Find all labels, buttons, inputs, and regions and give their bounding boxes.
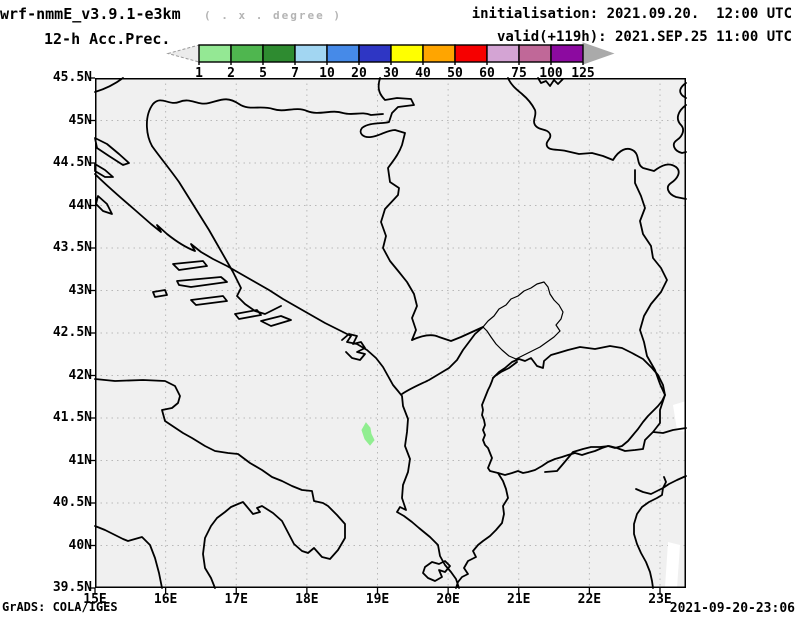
units-note: ( . x . degree ) [204,9,342,22]
precipitation-colorbar: 1 2 5 7 10 20 30 40 50 60 75 100 125 [166,42,615,81]
colorbar-tick-label: 2 [227,66,235,81]
lon-tick-label: 22E [577,592,602,607]
colorbar-box [390,44,424,63]
colorbar-box [262,44,296,63]
coast-aegean [633,475,687,589]
colorbar-tick-label: 10 [319,66,335,81]
colorbar-tick-label: 30 [383,66,399,81]
border-bosnia-croatia [151,145,282,315]
coastline-italy-south [94,525,163,589]
colorbar-box [422,44,456,63]
border-right-edge [672,82,687,154]
lat-tick-label: 39.5N [52,580,92,595]
colorbar-box [326,44,360,63]
lon-tick-label: 19E [365,592,390,607]
lon-tick-label: 23E [648,592,672,607]
lat-tick-label: 41.5N [52,410,92,425]
colorbar-tick-label: 125 [571,66,594,81]
lat-tick-label: 41N [68,452,92,468]
map-background [95,78,686,588]
coastline-adriatic [94,173,460,589]
border-montenegro-serbia [411,326,484,342]
lon-tick-label: 21E [507,592,531,607]
out-of-domain-areas [665,401,686,588]
lat-tick-label: 42.5N [52,325,92,340]
border-danube-drina [359,77,418,341]
init-time-label: initialisation: 2021.09.20. 12:00 UTC [471,6,792,22]
grads-credit-label: GrADS: COLA/IGES [2,600,118,614]
axis-ticks [89,77,661,594]
colorbar-tick-label: 50 [447,66,463,81]
lon-tick-label: 20E [436,592,460,607]
colorbar-box [230,44,264,63]
colorbar-box [294,44,328,63]
lon-tick-label: 16E [153,592,178,607]
border-montenegro-albania [401,326,484,395]
field-label: 12-h Acc.Prec. [44,30,171,48]
colorbar-tick-label: 20 [351,66,367,81]
colorbar-tick-label: 75 [511,66,527,81]
colorbar-box [486,44,520,63]
lat-tick-label: 40N [68,537,92,553]
border-bulgaria-greece [544,394,687,473]
colorbar-tick-label: 1 [195,66,203,81]
lat-tick-label: 42N [68,367,92,383]
border-serbia-bulgaria [634,169,668,396]
colorbar-tick-label: 40 [415,66,431,81]
colorbar-tick-label: 60 [479,66,495,81]
colorbar-box [358,44,392,63]
lat-tick-label: 44.5N [52,155,92,170]
lat-tick-label: 45N [68,112,92,128]
dalmatian-islands [94,137,292,327]
colorbar-box [550,44,584,63]
lon-tick-label: 15E [83,592,107,607]
colorbar-tick-label: 5 [259,66,267,81]
lat-tick-label: 44N [68,197,92,213]
lat-tick-label: 45.5N [52,70,92,85]
border-kosovo [482,281,564,360]
lon-tick-label: 18E [295,592,319,607]
colorbar-tick-label: 100 [539,66,563,81]
border-albania-greece [455,472,509,589]
colorbar-box [454,44,488,63]
map-frame [95,78,686,588]
valid-time-label: valid(+119h): 2021.SEP.25 11:00 UTC [496,29,792,45]
lat-tick-label: 40.5N [52,495,92,510]
border-macedonia [481,345,666,476]
lat-tick-label: 43N [68,282,92,298]
country-borders [94,77,687,589]
island-corfu [422,560,451,582]
grid-lines [95,78,686,588]
precipitation-patch [361,422,375,446]
colorbar-box [518,44,552,63]
border-top-squiggle [537,77,564,87]
colorbar-tick-label: 7 [291,66,299,81]
border-sava [145,98,384,147]
creation-timestamp-label: 2021-09-20-23:06 [669,601,795,616]
above-scale-arrow [582,42,615,65]
border-danube-east [507,77,687,200]
lat-tick-label: 43.5N [52,240,92,255]
coastline-italy [94,378,346,589]
lon-tick-label: 17E [224,592,248,607]
coast-kotor-bay [341,333,366,361]
map-plot [89,77,687,594]
model-title: wrf-nmmE_v3.9.1-e3km [0,5,181,23]
below-scale-arrow [166,44,200,63]
colorbar-box [198,44,232,63]
